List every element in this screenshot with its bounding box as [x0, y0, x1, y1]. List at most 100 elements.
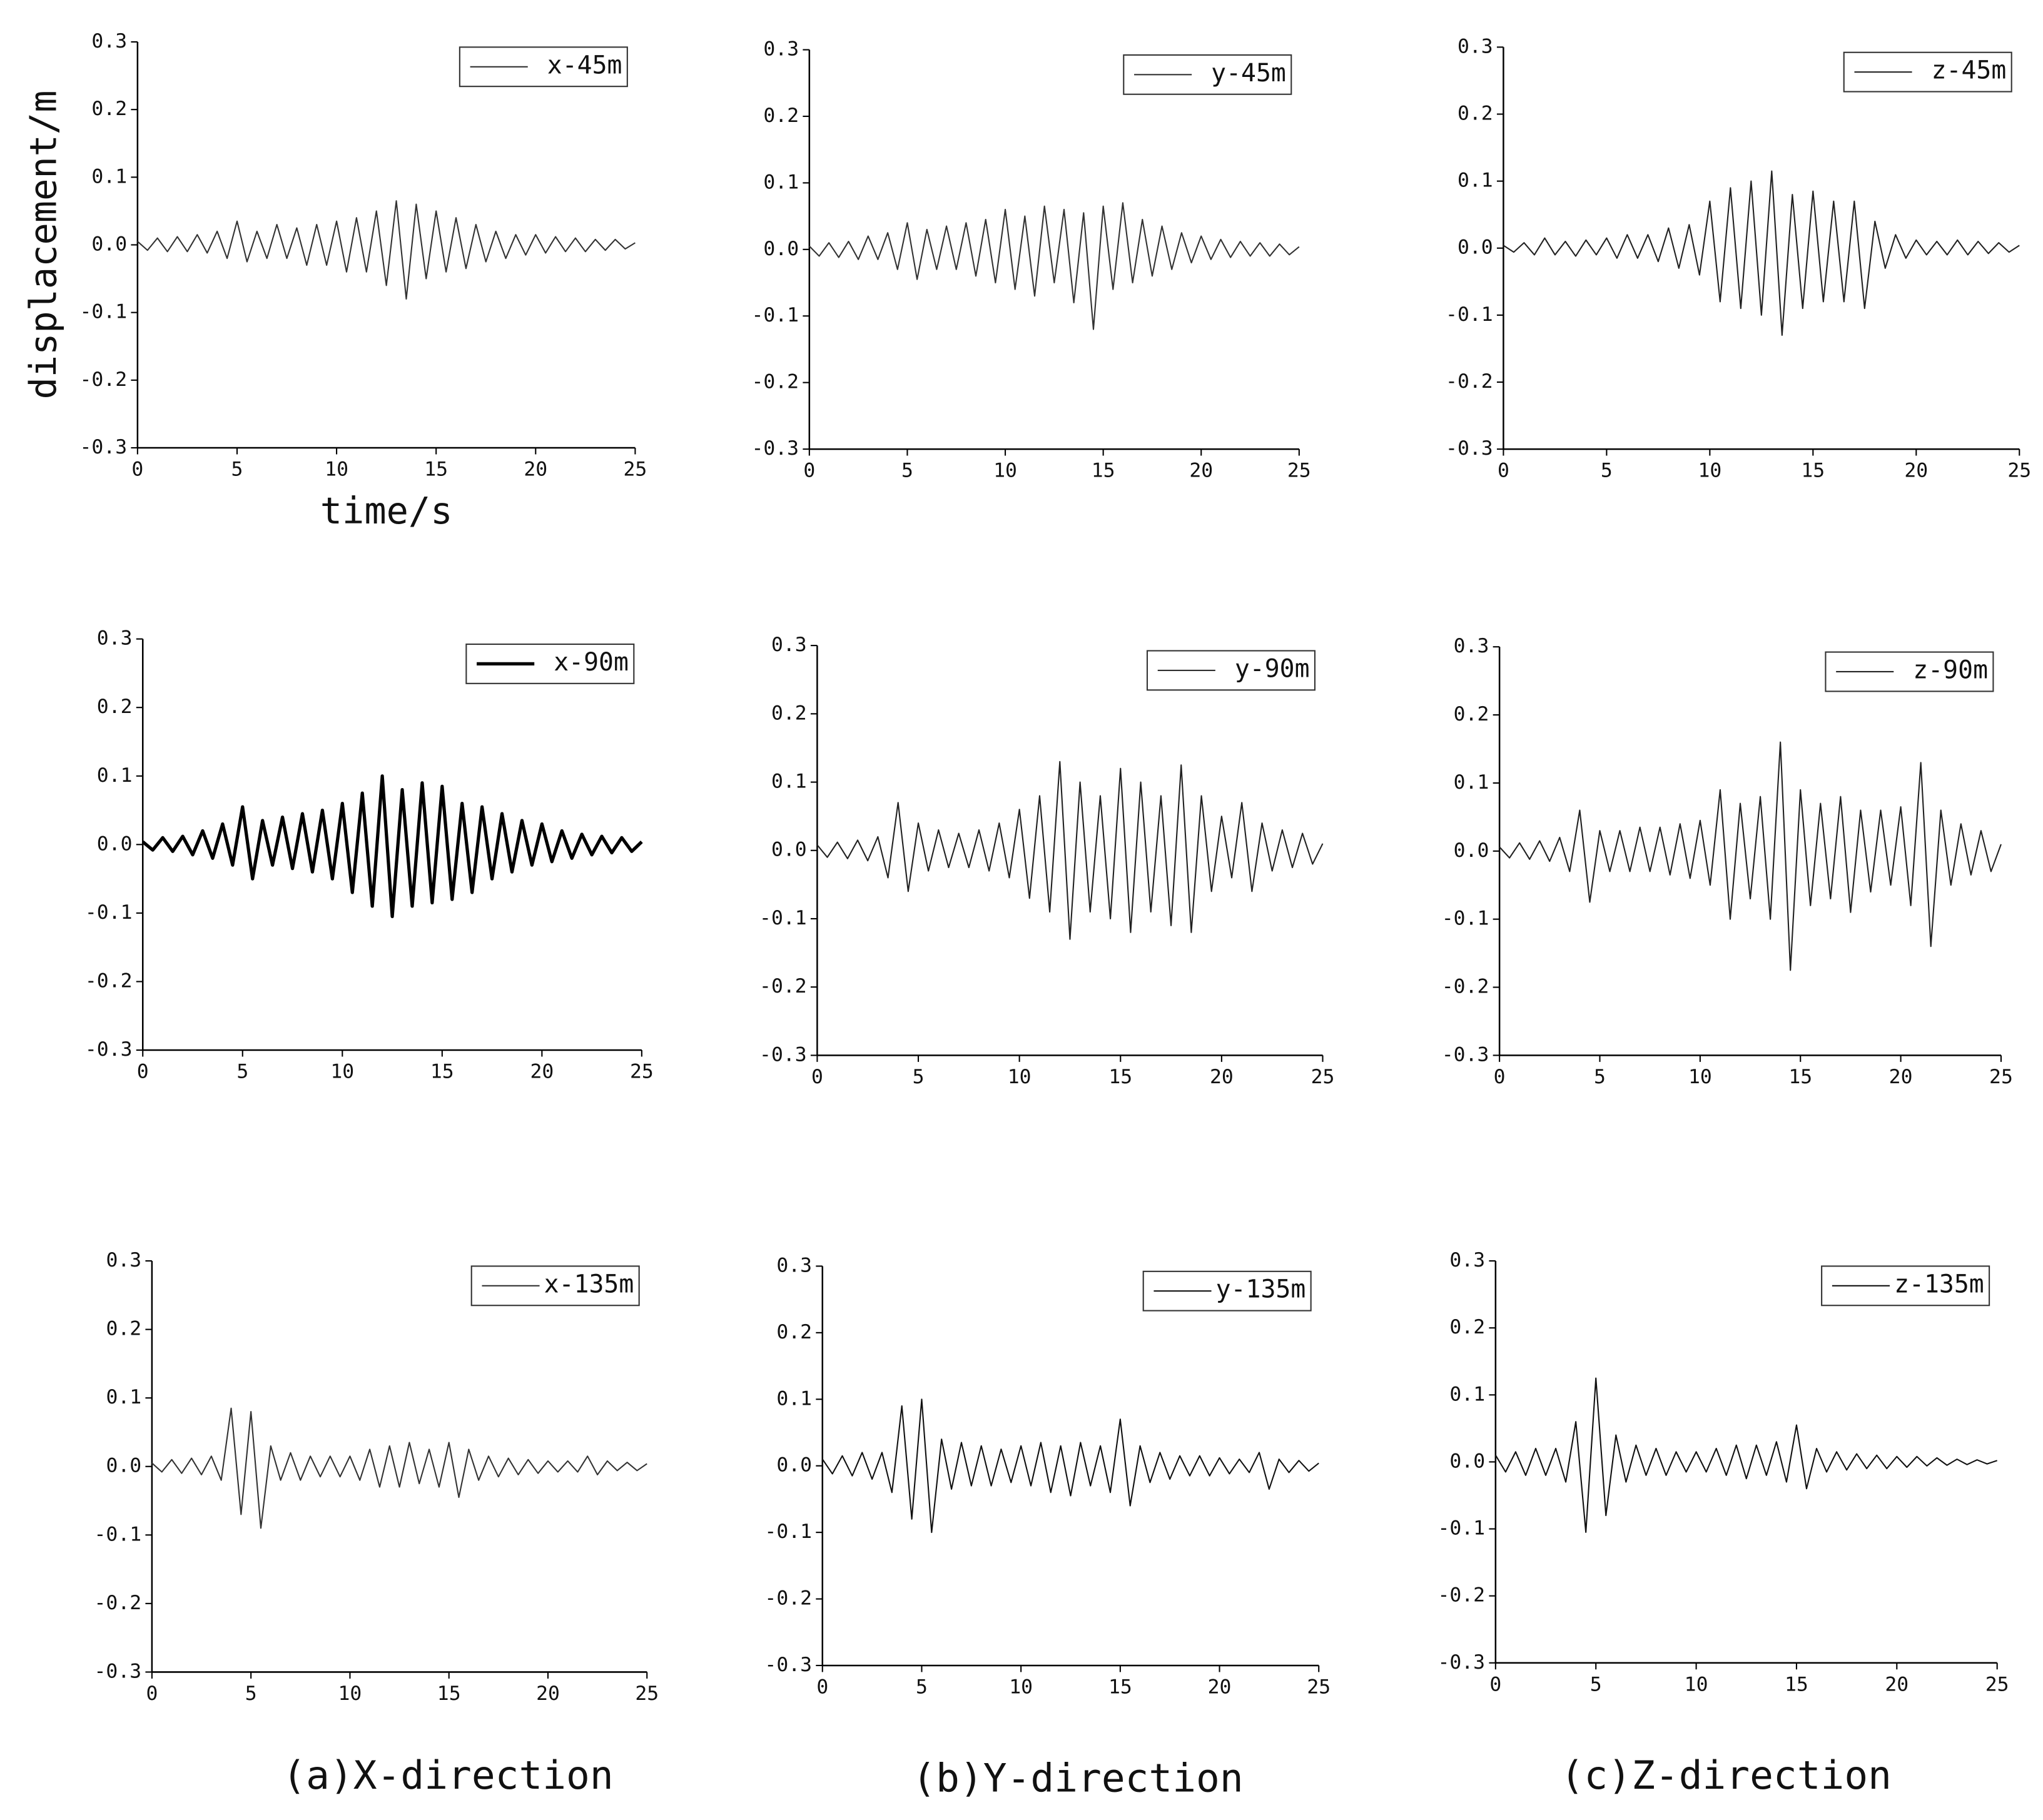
- y-tick-label: -0.1: [1442, 907, 1489, 930]
- y-tick-label: 0.3: [763, 38, 799, 61]
- series-line: [151, 1407, 647, 1529]
- y-tick-label: 0.0: [106, 1455, 141, 1477]
- x-tick-label: 5: [231, 458, 243, 481]
- x-tick-label: 10: [325, 458, 348, 481]
- legend-box: [1123, 54, 1292, 95]
- caption: (a)X-direction: [282, 1752, 613, 1798]
- x-tick-label: 15: [430, 1061, 454, 1083]
- y-tick-label: -0.1: [85, 901, 133, 924]
- x-tick-label: 15: [424, 458, 448, 481]
- y-tick-label: 0.3: [106, 1249, 141, 1271]
- x-tick-label: 15: [1785, 1673, 1808, 1696]
- x-tick-label: 15: [1801, 460, 1825, 482]
- y-tick-label: 0.0: [771, 839, 807, 861]
- y-tick-label: 0.3: [97, 627, 133, 650]
- x-tick-label: 25: [1985, 1673, 2009, 1696]
- y-tick-label: 0.0: [97, 832, 133, 855]
- y-tick-label: 0.0: [1457, 236, 1493, 259]
- series-line: [1499, 741, 2002, 971]
- legend-label: z-90m: [1913, 655, 1988, 684]
- x-tick-label: 20: [1189, 460, 1213, 482]
- y-tick-label: -0.1: [1437, 1517, 1485, 1540]
- y-tick-label: 0.1: [91, 165, 127, 188]
- y-tick-label: 0.3: [1457, 35, 1493, 58]
- x-tick-label: 10: [1698, 460, 1721, 482]
- y-tick-label: 0.2: [106, 1318, 141, 1340]
- x-tick-label: 25: [635, 1682, 659, 1705]
- x-tick-label: 10: [338, 1682, 362, 1705]
- x-tick-label: 25: [1307, 1676, 1331, 1699]
- x-tick-label: 0: [1489, 1673, 1501, 1696]
- x-tick-label: 15: [1788, 1066, 1812, 1088]
- y-tick-label: -0.2: [1442, 976, 1489, 998]
- x-tick-label: 15: [1108, 1066, 1132, 1088]
- x-tick-label: 20: [1208, 1676, 1232, 1699]
- x-tick-label: 20: [1210, 1066, 1234, 1088]
- x-tick-label: 0: [1494, 1066, 1506, 1088]
- y-tick-label: -0.2: [85, 969, 133, 992]
- x-tick-label: 10: [1685, 1673, 1708, 1696]
- y-tick-label: -0.2: [94, 1592, 142, 1614]
- x-tick-label: 0: [816, 1676, 828, 1699]
- subplot: -0.3 -0.2 -0.1 0.0 0.1 0.2 0.3 0 5 10 15 20 25 z-45m: [1446, 35, 2031, 482]
- legend-label: y-90m: [1235, 654, 1310, 683]
- y-tick-label: 0.2: [1454, 703, 1489, 725]
- y-tick-label: 0.2: [771, 702, 807, 724]
- y-tick-label: 0.1: [1449, 1383, 1485, 1405]
- y-tick-label: 0.2: [1457, 102, 1493, 124]
- y-tick-label: 0.2: [1449, 1316, 1485, 1338]
- series-line: [137, 200, 636, 300]
- x-tick-label: 5: [916, 1676, 928, 1699]
- y-tick-label: -0.3: [1437, 1651, 1485, 1674]
- y-tick-label: 0.2: [91, 98, 127, 120]
- y-tick-label: -0.1: [764, 1520, 812, 1543]
- y-tick-label: 0.1: [1457, 169, 1493, 192]
- y-tick-label: -0.3: [85, 1038, 133, 1061]
- x-tick-label: 25: [1311, 1066, 1335, 1088]
- x-tick-label: 25: [2007, 460, 2031, 482]
- subplot: -0.3 -0.2 -0.1 0.0 0.1 0.2 0.3 0 5 10 15 20 25 y-135m: [764, 1254, 1331, 1698]
- x-axis-label: time/s: [320, 490, 453, 532]
- y-tick-label: 0.1: [763, 171, 799, 193]
- y-tick-label: -0.3: [94, 1660, 142, 1682]
- subplot: -0.3 -0.2 -0.1 0.0 0.1 0.2 0.3 0 5 10 15 20 25 z-135m: [1437, 1249, 2009, 1696]
- y-tick-label: -0.3: [764, 1654, 812, 1676]
- y-tick-label: 0.3: [1449, 1249, 1485, 1271]
- y-tick-label: 0.0: [1454, 839, 1489, 862]
- x-tick-label: 25: [624, 458, 647, 481]
- x-tick-label: 10: [1009, 1676, 1033, 1699]
- series-line: [1494, 1377, 1998, 1533]
- y-tick-label: 0.1: [776, 1387, 812, 1410]
- y-tick-label: 0.1: [771, 771, 807, 793]
- x-tick-label: 0: [131, 458, 143, 481]
- y-axis-label: displacement/m: [22, 90, 64, 399]
- y-tick-label: -0.2: [1437, 1584, 1485, 1607]
- series-line: [1503, 170, 2020, 336]
- y-tick-label: 0.1: [1454, 771, 1489, 794]
- subplot: -0.3 -0.2 -0.1 0.0 0.1 0.2 0.3 0 5 10 15 20 25 x-45m d…: [22, 30, 647, 532]
- y-tick-label: 0.2: [776, 1321, 812, 1343]
- x-tick-label: 25: [630, 1061, 654, 1083]
- series-line: [816, 761, 1324, 940]
- legend-label: z-45m: [1932, 56, 2007, 85]
- x-tick-label: 5: [913, 1066, 925, 1088]
- x-tick-label: 5: [245, 1682, 257, 1705]
- x-tick-label: 5: [1601, 460, 1613, 482]
- legend-label: x-45m: [547, 51, 622, 79]
- y-tick-label: -0.2: [759, 975, 807, 998]
- y-tick-label: 0.0: [1449, 1450, 1485, 1472]
- y-tick-label: -0.1: [80, 301, 128, 323]
- caption: (b)Y-direction: [912, 1755, 1243, 1801]
- x-tick-label: 20: [1904, 460, 1928, 482]
- y-tick-label: 0.0: [91, 233, 127, 255]
- series-line: [809, 202, 1300, 330]
- y-tick-label: -0.2: [751, 371, 799, 393]
- y-tick-label: 0.0: [776, 1454, 812, 1477]
- y-tick-label: -0.1: [751, 304, 799, 326]
- subplot: -0.3 -0.2 -0.1 0.0 0.1 0.2 0.3 0 5 10 15 20 25 y-45m: [751, 38, 1310, 482]
- x-tick-label: 5: [901, 460, 913, 482]
- x-tick-label: 5: [1590, 1673, 1602, 1696]
- x-tick-label: 15: [437, 1682, 461, 1705]
